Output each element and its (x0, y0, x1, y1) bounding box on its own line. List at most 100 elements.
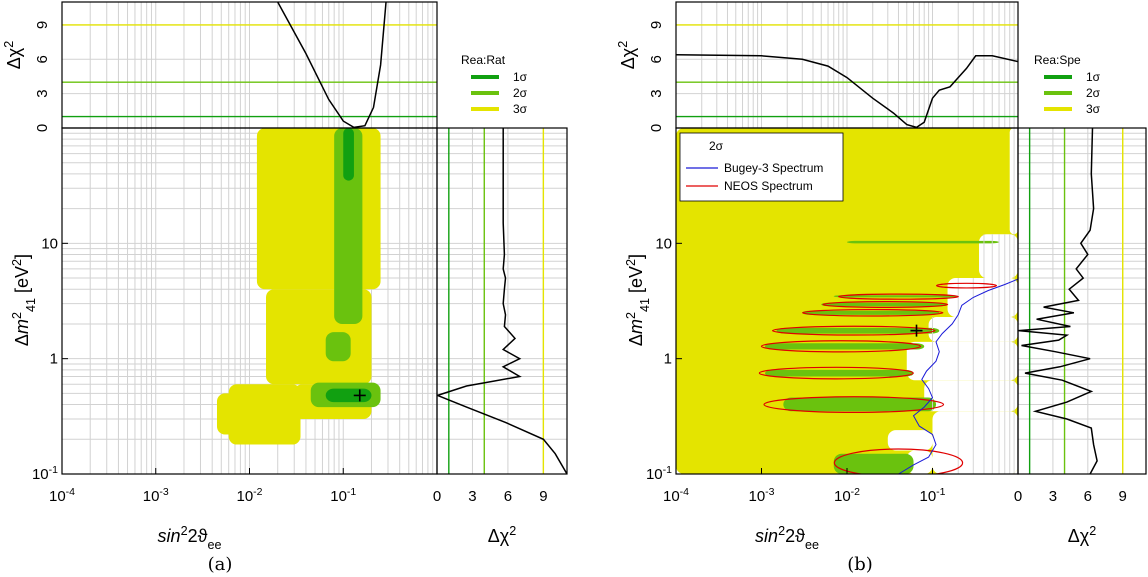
panel-a-top-profile (276, 2, 387, 128)
panel-b-y-tick-label: 10 (655, 235, 672, 252)
panel-b-neos-contour-0 (763, 396, 945, 414)
panel-b-side-frame (1017, 127, 1147, 475)
panel-b-side-profile (1018, 128, 1098, 474)
panel-b-best-fit-marker (910, 324, 923, 337)
panel-b-excluded-region-5 (924, 380, 1018, 412)
panel-a-top-y-tick-label: 6 (34, 55, 51, 63)
panel-b-excluded-region-4 (906, 341, 1018, 381)
panel-a-top-panel (62, 2, 437, 128)
panel-b-neos-contour-8 (833, 448, 964, 474)
panel-b-x-axis-label: sin22ϑee (755, 524, 819, 552)
panel-b-sigma2-region-1 (765, 369, 914, 377)
panel-b-neos-contour-4 (802, 308, 944, 317)
caption-a: (a) (208, 554, 233, 575)
panel-a-top-y-tick-label: 9 (34, 21, 51, 29)
panel-a-x-tick-label: 10-4 (49, 486, 75, 505)
panel-b-top-y-tick-label: 6 (648, 55, 665, 63)
panel-b-side-x-tick-label: 9 (1119, 488, 1127, 505)
legend-title-b: Rea:Spe (1034, 53, 1081, 67)
panel-a-side-panel (437, 128, 567, 474)
legend-label-a-1sigma: 1σ (513, 70, 528, 84)
panel-a-side-x-axis-label: Δχ2 (488, 524, 517, 546)
panel-b-side-x-tick-label: 3 (1049, 488, 1057, 505)
panel-a-sigma2-region-0 (334, 128, 363, 324)
panel-b-inner-legend-neos-label: NEOS Spectrum (724, 179, 813, 193)
panel-b-x-tick-label: 10-4 (663, 486, 689, 505)
legend-title-a: Rea:Rat (461, 53, 506, 67)
panel-a-x-tick-label: 10-1 (330, 486, 356, 505)
panel-a-sigma3-region-4 (216, 393, 257, 435)
panel-a-side-profile (437, 128, 567, 474)
panel-b-side-x-axis-label: Δχ2 (1068, 524, 1097, 546)
panel-b-regions (676, 128, 1018, 474)
panel-b-inner-legend-box (679, 132, 844, 202)
panel-a-side-x-tick-label: 9 (539, 488, 547, 505)
panel-b-sigma2-region-4 (802, 310, 940, 315)
legend-label-b-2sigma: 2σ (1086, 86, 1101, 100)
panel-b-neos-contour-5 (822, 300, 949, 308)
panel-a-regions (216, 128, 381, 445)
panel-b-inner-legend-title: 2σ (709, 139, 724, 153)
panel-b-neos-contour-6 (838, 293, 959, 300)
panel-a-top-y-axis-label: Δχ2 (2, 41, 24, 70)
panel-b-sigma2-region-6 (833, 295, 959, 298)
panel-b-inner-legend-bugey-label: Bugey-3 Spectrum (724, 161, 823, 175)
legend-label-a-3sigma: 3σ (513, 102, 528, 116)
panel-b-top-y-tick-label: 0 (648, 124, 665, 132)
panel-b-top-panel (676, 24, 1018, 128)
panel-b-y-tick-label: 10-1 (646, 464, 672, 483)
panel-a-best-fit-marker (353, 389, 366, 402)
panel-b-excluded-region-1 (979, 234, 1018, 279)
panel-a-top-y-tick-label: 3 (34, 89, 51, 97)
panel-b-excluded-region-7 (887, 430, 933, 451)
panel-b-top-y-axis-label: Δχ2 (616, 41, 638, 70)
panel-b-excluded-region-6 (932, 411, 1018, 474)
panel-b-sigma2-region-2 (765, 343, 925, 350)
panel-b-top-profile (676, 53, 1018, 128)
panel-b-x-tick-label: 10-1 (919, 486, 945, 505)
panel-a-y-tick-label: 10 (41, 235, 58, 252)
panel-a-side-x-tick-label: 3 (468, 488, 476, 505)
panel-a-y-tick-label: 1 (50, 351, 58, 368)
panel-b-sigma2-region-3 (776, 327, 940, 334)
panel-b-neos-contour-7 (935, 282, 998, 289)
legend-label-b-1sigma: 1σ (1086, 70, 1101, 84)
panel-b-x-tick-label: 10-2 (834, 486, 860, 505)
panel-b-y-tick-label: 1 (664, 351, 672, 368)
panel-a-y-tick-label: 10-1 (32, 464, 58, 483)
legend-label-a-2sigma: 2σ (513, 86, 528, 100)
panel-b-top-frame (675, 1, 1019, 129)
legend-label-b-3sigma: 3σ (1086, 102, 1101, 116)
panel-a-top-y-tick-label: 0 (34, 124, 51, 132)
panel-a-side-x-tick-label: 6 (504, 488, 512, 505)
panel-a-x-tick-label: 10-3 (143, 486, 169, 505)
panel-b-grid-overlay (932, 128, 1015, 474)
panel-b-y-axis-label: Δm241 [eV2] (624, 254, 652, 346)
panel-b-neos-contour-2 (760, 340, 922, 353)
panel-a-top-frame (61, 1, 438, 129)
panel-b-side-x-tick-label: 6 (1084, 488, 1092, 505)
panel-a-x-tick-label: 10-2 (236, 486, 262, 505)
caption-b: (b) (847, 554, 873, 575)
panel-b-bugey-curve (898, 278, 1018, 474)
panel-b-top-y-tick-label: 9 (648, 21, 665, 29)
panel-b-contours (758, 278, 1018, 474)
panel-b-sigma2-region-7 (847, 240, 1000, 244)
panel-b-top-y-tick-label: 3 (648, 89, 665, 97)
panel-b-sigma2-region-8 (833, 453, 914, 474)
panel-b-neos-contour-1 (758, 366, 914, 380)
panel-a-side-x-tick-label: 0 (433, 488, 441, 505)
panel-b-x-tick-label: 10-3 (748, 486, 774, 505)
panel-a-y-axis-label: Δm241 [eV2] (10, 254, 38, 346)
panel-b-side-panel (1018, 128, 1124, 474)
panel-a-sigma1-region-0 (343, 128, 354, 181)
panel-a-x-axis-label: sin22ϑee (158, 524, 222, 552)
panel-b-sigma2-region-0 (783, 397, 937, 412)
panel-b-side-x-tick-label: 0 (1014, 488, 1022, 505)
panel-b-sigma2-region-5 (821, 302, 948, 307)
panel-b-neos-contour-3 (771, 325, 936, 336)
panel-a-side-frame (436, 127, 568, 475)
